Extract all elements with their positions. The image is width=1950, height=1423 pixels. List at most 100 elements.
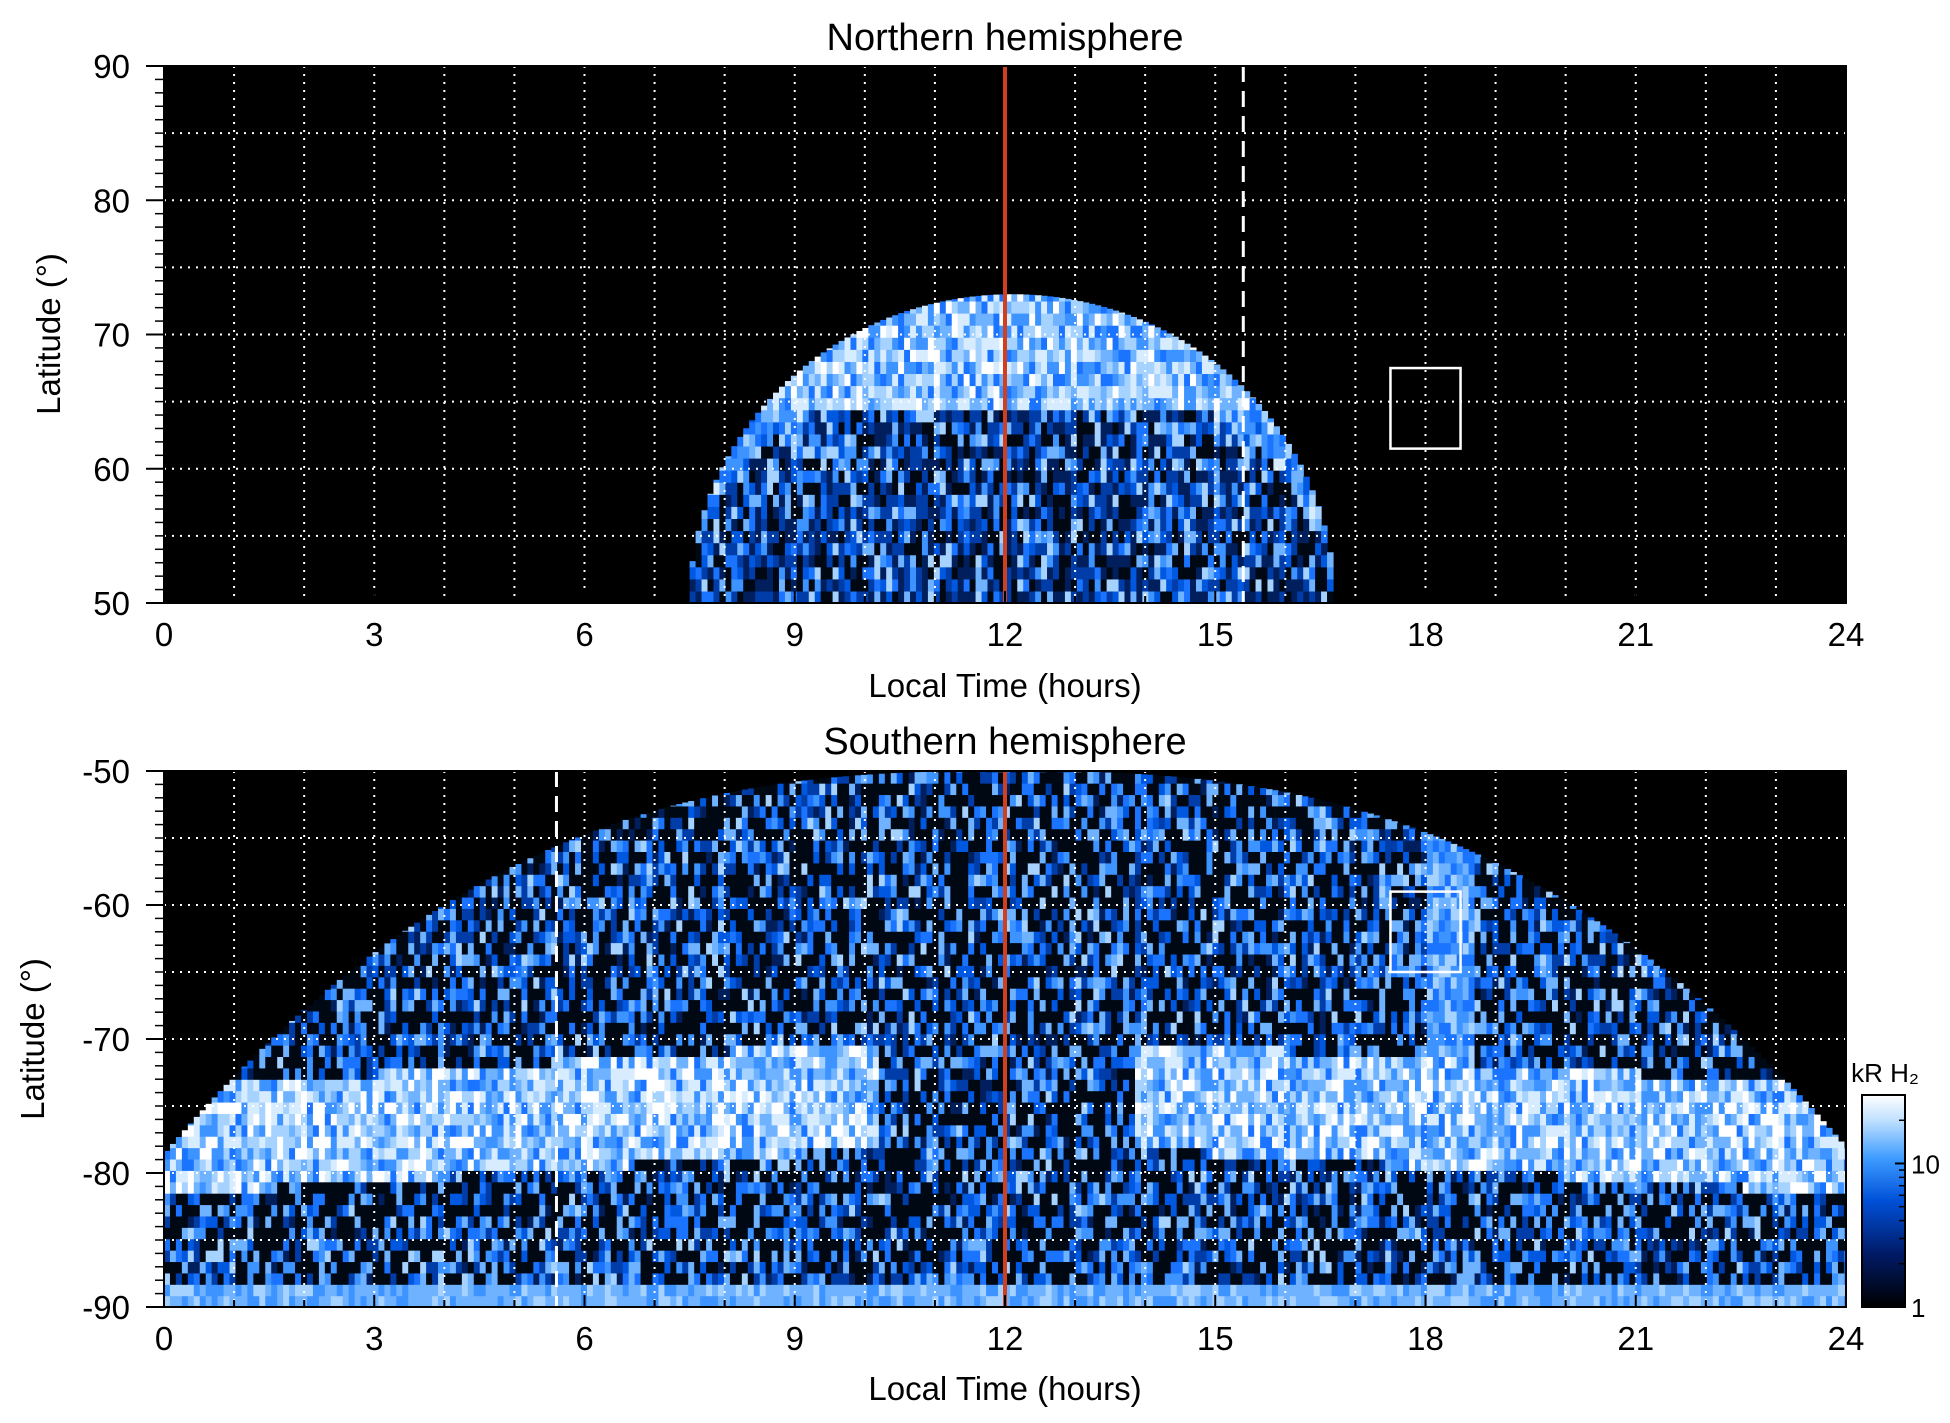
emission-cell	[384, 999, 391, 1012]
emission-cell	[898, 554, 905, 568]
emission-cell	[563, 851, 570, 864]
emission-cell	[449, 919, 457, 932]
emission-cell	[1023, 470, 1030, 483]
emission-cell	[880, 337, 887, 350]
emission-cell	[557, 931, 564, 944]
emission-cell	[438, 942, 445, 955]
emission-cell	[366, 1010, 374, 1023]
emission-cell	[545, 1193, 552, 1206]
emission-cell	[616, 919, 624, 932]
emission-cell	[640, 1204, 648, 1217]
emission-cell	[622, 1295, 630, 1307]
emission-cell	[241, 1284, 248, 1297]
emission-cell	[1178, 361, 1185, 375]
emission-cell	[981, 458, 989, 471]
emission-cell	[832, 397, 840, 411]
emission-cell	[539, 1272, 546, 1285]
emission-cell	[569, 1113, 576, 1126]
emission-cell	[426, 1295, 433, 1307]
emission-cell	[725, 482, 732, 495]
emission-cell	[473, 1261, 481, 1274]
emission-cell	[993, 349, 1000, 362]
emission-cell	[509, 919, 517, 932]
emission-cell	[467, 1250, 475, 1263]
emission-cell	[187, 1124, 195, 1137]
emission-cell	[826, 470, 834, 483]
emission-cell	[939, 494, 947, 507]
emission-cell	[497, 873, 505, 875]
emission-cell	[1154, 385, 1161, 399]
emission-cell	[598, 1215, 606, 1228]
emission-cell	[211, 1295, 219, 1307]
emission-cell	[975, 506, 983, 520]
emission-cell	[432, 1261, 439, 1274]
emission-cell	[850, 566, 858, 580]
emission-cell	[342, 975, 350, 978]
emission-cell	[372, 1284, 380, 1297]
emission-cell	[443, 1227, 451, 1240]
emission-cell	[844, 385, 852, 399]
emission-cell	[408, 953, 415, 966]
emission-cell	[1029, 349, 1036, 362]
emission-cell	[1267, 445, 1275, 459]
emission-cell	[557, 942, 564, 955]
emission-cell	[503, 896, 511, 909]
emission-cell	[580, 1250, 588, 1263]
emission-cell	[1225, 374, 1233, 387]
emission-cell	[1058, 361, 1066, 375]
emission-cell	[1136, 325, 1143, 338]
emission-cell	[975, 421, 983, 435]
emission-cell	[414, 1204, 421, 1217]
emission-cell	[927, 506, 935, 520]
emission-cell	[1047, 313, 1054, 326]
emission-cell	[826, 506, 834, 520]
emission-cell	[701, 590, 709, 603]
emission-cell	[1166, 566, 1173, 580]
emission-cell	[330, 1295, 338, 1307]
emission-cell	[318, 1136, 326, 1149]
emission-cell	[1273, 554, 1280, 568]
emission-cell	[1136, 445, 1143, 459]
emission-cell	[420, 976, 427, 989]
emission-cell	[1213, 409, 1221, 423]
emission-cell	[886, 373, 893, 387]
emission-cell	[933, 397, 941, 411]
emission-cell	[761, 554, 768, 568]
emission-cell	[898, 445, 905, 459]
emission-cell	[767, 433, 774, 447]
emission-cell	[575, 999, 582, 1012]
emission-cell	[455, 931, 463, 944]
emission-cell	[598, 874, 606, 887]
emission-cell	[910, 325, 917, 338]
emission-cell	[1106, 385, 1114, 399]
emission-cell	[1261, 566, 1269, 580]
emission-cell	[563, 1250, 570, 1263]
emission-cell	[707, 518, 715, 532]
emission-cell	[640, 874, 648, 887]
emission-cell	[856, 349, 863, 362]
emission-cell	[1005, 578, 1012, 592]
emission-cell	[247, 1060, 254, 1069]
emission-cell	[324, 1022, 332, 1035]
emission-cell	[306, 1113, 314, 1126]
emission-cell	[743, 494, 750, 507]
emission-cell	[384, 1284, 391, 1297]
emission-cell	[265, 1238, 272, 1251]
emission-cell	[808, 361, 816, 362]
emission-cell	[1166, 542, 1173, 556]
emission-cell	[586, 1136, 594, 1149]
emission-cell	[360, 1250, 368, 1263]
emission-cell	[289, 1170, 296, 1183]
emission-cell	[485, 1284, 493, 1297]
emission-cell	[1130, 482, 1138, 495]
emission-cell	[527, 874, 534, 887]
emission-cell	[743, 578, 750, 592]
emission-cell	[515, 1215, 523, 1228]
emission-cell	[497, 1113, 505, 1126]
emission-cell	[1023, 397, 1030, 411]
emission-cell	[999, 361, 1006, 375]
emission-cell	[719, 578, 726, 592]
emission-cell	[569, 839, 576, 841]
emission-cell	[575, 919, 582, 932]
emission-cell	[725, 590, 732, 603]
